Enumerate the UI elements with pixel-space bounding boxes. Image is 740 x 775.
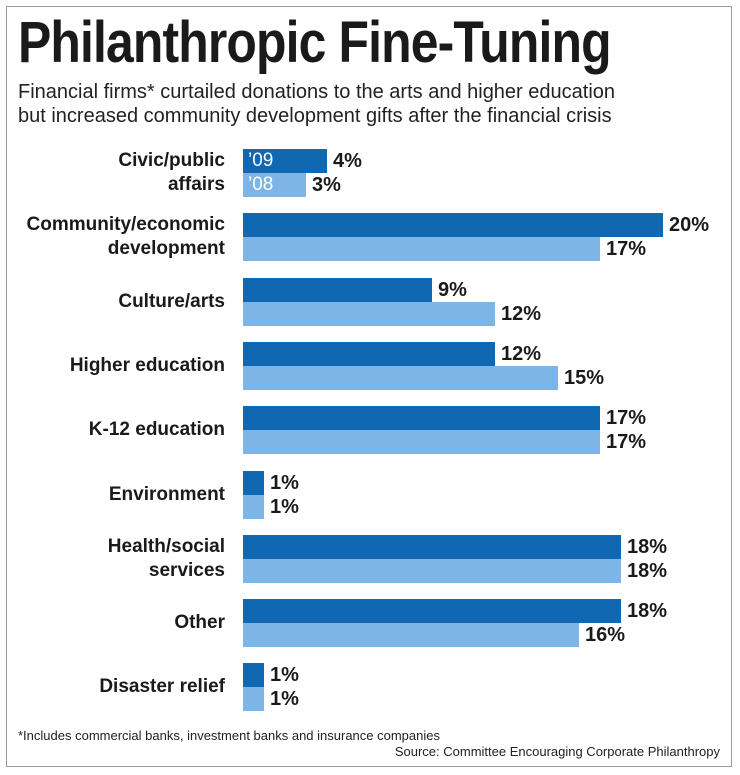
subtitle-line-2: but increased community development gift… (18, 105, 612, 127)
bar-health-social-services-08 (243, 559, 621, 583)
value-label-community-economic-development-08: 17% (606, 238, 647, 260)
category-label-line: Culture/arts (118, 291, 225, 312)
value-label-community-economic-development-09: 20% (669, 214, 710, 236)
category-label-civic-public-affairs: Civic/public affairs (10, 149, 225, 197)
value-label-health-social-services-09: 18% (627, 536, 668, 558)
category-label-line: Other (174, 612, 225, 633)
chart-title: Philanthropic Fine-Tuning (18, 10, 612, 75)
legend-label-09: ’09 (248, 150, 274, 171)
value-label-disaster-relief-09: 1% (270, 664, 299, 686)
bar-environment-09 (243, 471, 264, 495)
category-label-line: Higher education (69, 355, 225, 376)
bar-higher-education-09 (243, 342, 495, 366)
category-label-line: Community/economic (26, 214, 225, 235)
category-label-line: Civic/public (118, 150, 225, 171)
value-label-culture-arts-08: 12% (501, 303, 542, 325)
category-label-line: Environment (108, 484, 225, 505)
bar-other-08 (243, 623, 579, 647)
value-label-environment-08: 1% (270, 496, 299, 518)
bar-disaster-relief-08 (243, 687, 264, 711)
category-label-line: affairs (167, 174, 225, 195)
category-label-higher-education: Higher education (10, 354, 225, 378)
value-label-k-12-education-08: 17% (606, 431, 647, 453)
bar-community-economic-development-08 (243, 237, 600, 261)
value-label-culture-arts-09: 9% (438, 279, 467, 301)
value-label-other-08: 16% (585, 624, 626, 646)
bar-higher-education-08 (243, 366, 558, 390)
bar-civic-public-affairs-09 (243, 149, 327, 173)
category-label-disaster-relief: Disaster relief (10, 675, 225, 699)
category-label-line: Health/social (107, 536, 225, 557)
value-label-higher-education-08: 15% (564, 367, 605, 389)
category-label-other: Other (10, 611, 225, 635)
category-label-health-social-services: Health/social services (10, 535, 225, 583)
source-note: Source: Committee Encouraging Corporate … (394, 744, 720, 759)
category-label-k-12-education: K-12 education (10, 418, 225, 442)
category-label-line: development (107, 238, 225, 259)
value-label-health-social-services-08: 18% (627, 560, 668, 582)
footnote: *Includes commercial banks, investment b… (18, 728, 440, 743)
chart-frame (6, 6, 732, 767)
bar-k-12-education-09 (243, 406, 600, 430)
bar-other-09 (243, 599, 621, 623)
bar-k-12-education-08 (243, 430, 600, 454)
value-label-higher-education-09: 12% (501, 343, 542, 365)
bar-disaster-relief-09 (243, 663, 264, 687)
bar-environment-08 (243, 495, 264, 519)
category-label-line: services (148, 560, 225, 581)
bar-civic-public-affairs-08 (243, 173, 306, 197)
bar-culture-arts-08 (243, 302, 495, 326)
bar-culture-arts-09 (243, 278, 432, 302)
value-label-civic-public-affairs-08: 3% (312, 174, 341, 196)
legend-label-08: ’08 (248, 174, 274, 195)
value-label-disaster-relief-08: 1% (270, 688, 299, 710)
value-label-k-12-education-09: 17% (606, 407, 647, 429)
category-label-culture-arts: Culture/arts (10, 290, 225, 314)
category-label-community-economic-development: Community/economic development (10, 213, 225, 261)
bar-community-economic-development-09 (243, 213, 663, 237)
value-label-other-09: 18% (627, 600, 668, 622)
category-label-environment: Environment (10, 483, 225, 507)
chart-subtitle: Financial firms* curtailed donations to … (18, 80, 615, 128)
bar-health-social-services-09 (243, 535, 621, 559)
value-label-civic-public-affairs-09: 4% (333, 150, 362, 172)
category-label-line: Disaster relief (99, 676, 225, 697)
subtitle-line-1: Financial firms* curtailed donations to … (18, 81, 616, 103)
category-label-line: K-12 education (88, 419, 225, 440)
value-label-environment-09: 1% (270, 472, 299, 494)
